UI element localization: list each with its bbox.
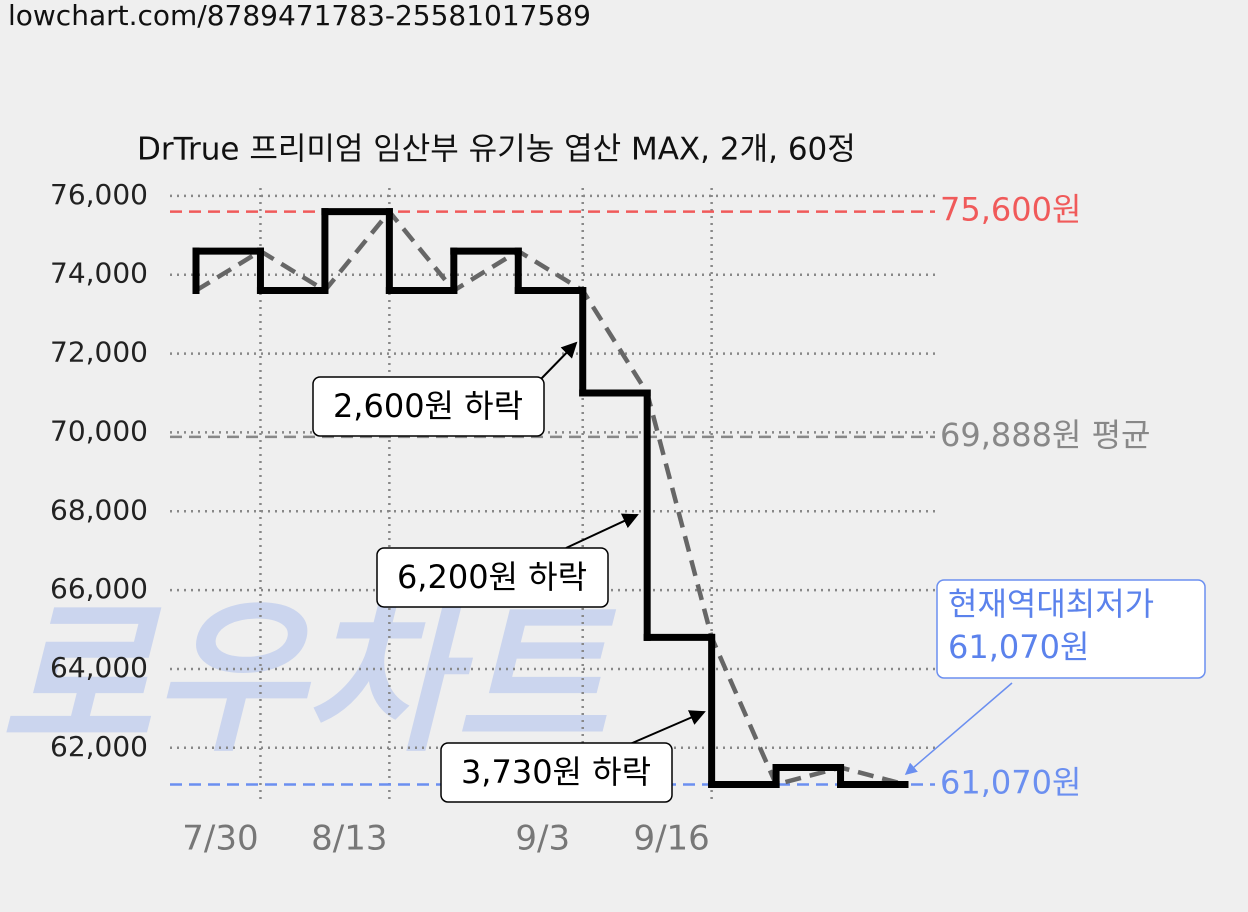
y-tick-label: 64,000 [50,651,148,684]
y-tick-label: 68,000 [50,493,148,526]
annotation-arrow [539,341,578,381]
annotation-text: 6,200원 하락 [397,558,587,596]
x-tick-label: 8/13 [311,819,387,859]
y-tick-label: 74,000 [50,257,148,290]
y-tick-label: 66,000 [50,572,148,605]
page-url: lowchart.com/8789471783-25581017589 [8,0,591,32]
y-tick-label: 72,000 [50,336,148,369]
annotation-text: 61,070원 [948,628,1089,666]
reference-label: 61,070원 [940,763,1081,801]
y-tick-label: 62,000 [50,730,148,763]
annotation-text: 3,730원 하락 [461,753,651,791]
annotation-box [312,376,545,437]
annotation-text: 현재역대최저가 [948,585,1154,623]
annotation-text: 2,600원 하락 [333,387,523,425]
x-tick-label: 9/3 [515,819,570,859]
reference-label: 69,888원 평균 [940,416,1150,454]
trend-line [194,208,906,788]
y-tick-label: 76,000 [50,178,148,211]
annotation-arrow [904,682,1013,775]
reference-label: 75,600원 [940,191,1081,229]
annotation-arrow [565,513,639,549]
annotation-box [376,547,609,608]
chart-title: DrTrue 프리미엄 임산부 유기농 엽산 MAX, 2개, 60정 [137,132,856,168]
y-tick-label: 70,000 [50,414,148,447]
x-tick-label: 9/16 [633,819,709,859]
annotation-box [936,579,1206,679]
annotation-arrow [629,710,706,745]
annotation-box [440,742,673,803]
x-tick-label: 7/30 [182,819,258,859]
